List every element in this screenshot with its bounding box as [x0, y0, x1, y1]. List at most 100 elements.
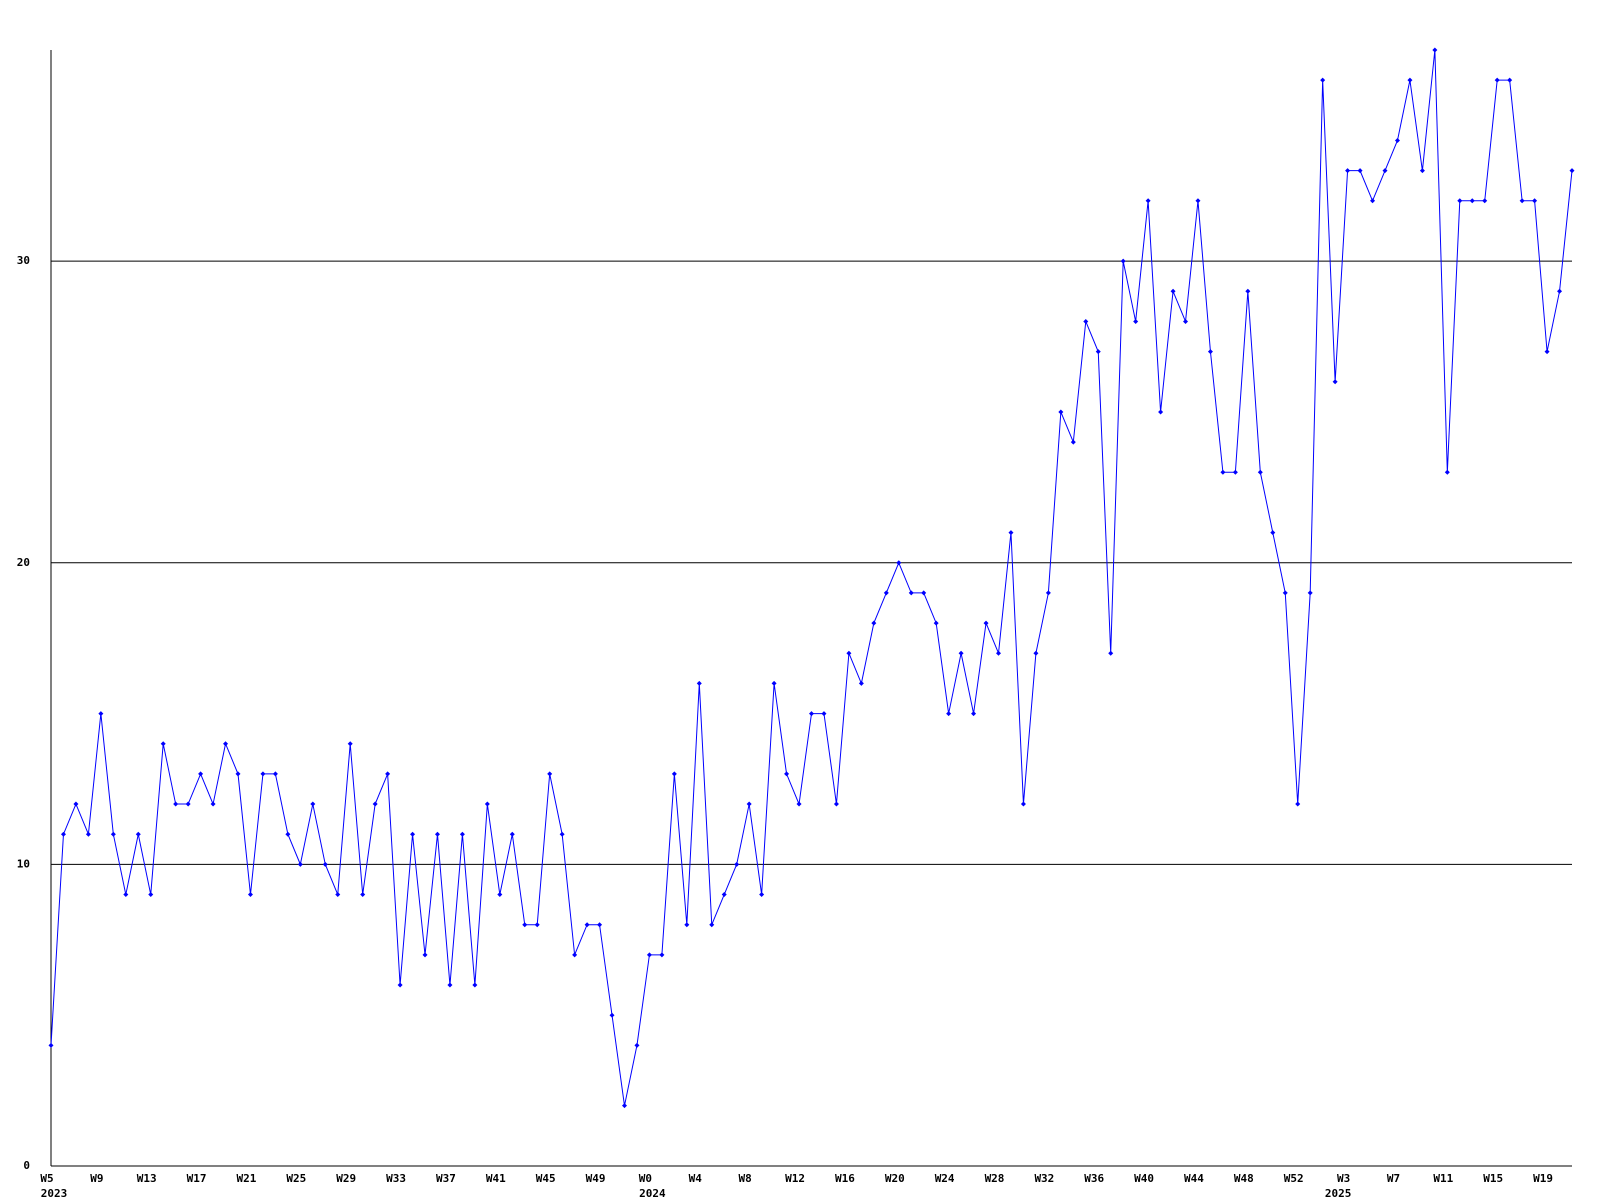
point	[971, 711, 977, 717]
point	[497, 892, 503, 898]
x-tick-label: W4	[689, 1172, 703, 1185]
point	[1482, 198, 1488, 204]
point	[123, 892, 129, 898]
point	[1357, 168, 1363, 174]
point	[996, 650, 1002, 656]
point	[1058, 409, 1064, 415]
point	[1108, 650, 1114, 656]
point	[484, 801, 490, 807]
x-tick-label: W5	[40, 1172, 53, 1185]
point	[459, 831, 465, 837]
point	[1245, 288, 1251, 294]
point	[933, 620, 939, 626]
point	[1170, 288, 1176, 294]
point	[871, 620, 877, 626]
x-tick-label: W9	[90, 1172, 103, 1185]
point	[422, 952, 428, 958]
point	[1569, 168, 1575, 174]
point	[335, 892, 341, 898]
point	[1407, 77, 1413, 83]
point	[1494, 77, 1500, 83]
point	[1207, 349, 1213, 355]
point	[1469, 198, 1475, 204]
x-tick-label: W41	[486, 1172, 506, 1185]
point	[621, 1103, 627, 1109]
x-year-label: 2023	[41, 1187, 68, 1200]
point	[235, 771, 241, 777]
point	[1133, 318, 1139, 324]
point	[372, 801, 378, 807]
x-tick-label: W16	[835, 1172, 855, 1185]
point	[98, 711, 104, 717]
point	[385, 771, 391, 777]
y-tick-label: 20	[17, 556, 30, 569]
x-tick-label: W19	[1533, 1172, 1553, 1185]
point	[1220, 469, 1226, 475]
x-tick-label: W15	[1483, 1172, 1503, 1185]
point	[1519, 198, 1525, 204]
point	[410, 831, 416, 837]
point	[247, 892, 253, 898]
point	[983, 620, 989, 626]
point	[833, 801, 839, 807]
point	[821, 711, 827, 717]
point	[896, 560, 902, 566]
point	[185, 801, 191, 807]
point	[272, 771, 278, 777]
point	[958, 650, 964, 656]
point	[210, 801, 216, 807]
point	[1045, 590, 1051, 596]
point	[921, 590, 927, 596]
point	[85, 831, 91, 837]
x-tick-label: W33	[386, 1172, 406, 1185]
point	[48, 1042, 54, 1048]
point	[584, 922, 590, 928]
point	[609, 1012, 615, 1018]
point	[1120, 258, 1126, 264]
x-tick-label: W8	[739, 1172, 752, 1185]
point	[671, 771, 677, 777]
point	[360, 892, 366, 898]
point	[135, 831, 141, 837]
point	[784, 771, 790, 777]
y-tick-label: 10	[17, 857, 30, 870]
x-tick-label: W37	[436, 1172, 456, 1185]
x-tick-label: W40	[1134, 1172, 1154, 1185]
x-tick-label: W3	[1337, 1172, 1350, 1185]
point	[1145, 198, 1151, 204]
point	[347, 741, 353, 747]
point	[1008, 530, 1014, 536]
point	[1195, 198, 1201, 204]
point	[1382, 168, 1388, 174]
point	[1295, 801, 1301, 807]
series-line	[50, 49, 1573, 1106]
x-tick-label: W29	[336, 1172, 356, 1185]
point	[1370, 198, 1376, 204]
point	[572, 952, 578, 958]
point	[322, 861, 328, 867]
point	[1457, 198, 1463, 204]
point	[1557, 288, 1563, 294]
point	[1332, 379, 1338, 385]
point	[397, 982, 403, 988]
point	[771, 680, 777, 686]
point	[946, 711, 952, 717]
point	[634, 1042, 640, 1048]
point	[1394, 137, 1400, 143]
x-tick-label: W20	[885, 1172, 905, 1185]
x-year-label: 2025	[1325, 1187, 1352, 1200]
y-tick-label: 0	[23, 1159, 30, 1172]
x-tick-label: W13	[137, 1172, 157, 1185]
point	[534, 922, 540, 928]
x-tick-label: W12	[785, 1172, 805, 1185]
point	[1532, 198, 1538, 204]
point	[198, 771, 204, 777]
x-tick-label: W0	[639, 1172, 652, 1185]
point	[297, 861, 303, 867]
point	[597, 922, 603, 928]
point	[73, 801, 79, 807]
point	[1020, 801, 1026, 807]
point	[1544, 349, 1550, 355]
point	[684, 922, 690, 928]
